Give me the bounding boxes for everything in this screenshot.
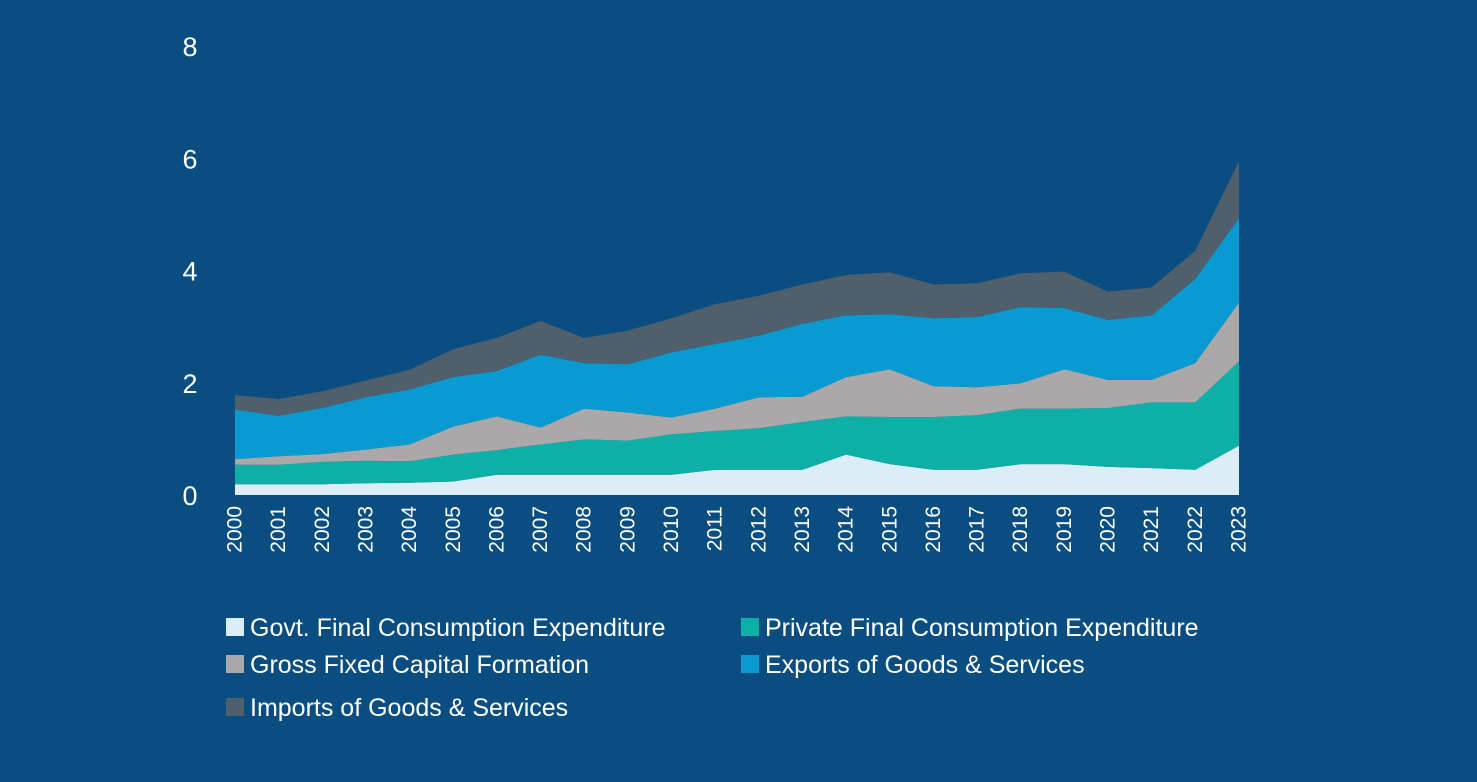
x-tick-label: 2003 [354, 506, 377, 553]
x-tick-label: 2016 [922, 506, 945, 553]
x-tick-label: 2015 [878, 506, 901, 553]
x-tick-label: 2008 [573, 506, 596, 553]
area-govt-final-consumption-expenditure [235, 445, 1239, 495]
x-tick-label: 2020 [1097, 506, 1120, 553]
legend-label: Private Final Consumption Expenditure [765, 614, 1199, 642]
x-tick-label: 2017 [966, 506, 989, 553]
x-tick-label: 2022 [1184, 506, 1207, 553]
x-tick-label: 2010 [660, 506, 683, 553]
x-tick-label: 2019 [1053, 506, 1076, 553]
legend-label: Imports of Goods & Services [250, 694, 568, 722]
x-tick-label: 2018 [1009, 506, 1032, 553]
y-tick-label: 2 [182, 369, 197, 399]
legend: Govt. Final Consumption Expenditure Priva… [226, 614, 1199, 722]
legend-item-imports-of-goods-and-services: Imports of Goods & Services [226, 694, 568, 722]
y-tick-label: 8 [182, 32, 197, 62]
x-tick-label: 2006 [485, 506, 508, 553]
legend-item-gross-fixed-capital-formation: Gross Fixed Capital Formation [226, 651, 589, 679]
legend-label: Govt. Final Consumption Expenditure [250, 614, 666, 642]
x-tick-label: 2023 [1228, 506, 1251, 553]
legend-swatch [226, 618, 244, 636]
area-imports-of-goods-and-services [235, 161, 1239, 416]
legend-label: Gross Fixed Capital Formation [250, 651, 589, 679]
area-layers [235, 161, 1239, 495]
x-tick-label: 2011 [704, 506, 727, 551]
x-tick-label: 2009 [616, 506, 639, 553]
area-exports-of-goods-and-services [235, 218, 1239, 460]
legend-swatch [741, 618, 759, 636]
x-tick-label: 2004 [398, 506, 421, 553]
y-tick-label: 6 [182, 144, 197, 174]
x-tick-label: 2000 [224, 506, 247, 553]
x-tick-label: 2001 [267, 506, 290, 553]
y-tick-label: 0 [182, 481, 197, 511]
x-tick-label: 2002 [311, 506, 334, 553]
x-tick-label: 2007 [529, 506, 552, 553]
x-tick-label: 2021 [1140, 506, 1163, 553]
legend-label: Exports of Goods & Services [765, 651, 1085, 679]
legend-swatch [741, 655, 759, 673]
x-tick-label: 2005 [442, 506, 465, 553]
legend-swatch [226, 655, 244, 673]
x-axis: 2000 2001 2002 2003 2004 2005 2006 2007 2008 2009… [224, 506, 1251, 553]
x-tick-label: 2013 [791, 506, 814, 553]
legend-item-govt-final-consumption-expenditure: Govt. Final Consumption Expenditure [226, 614, 666, 642]
y-axis: 0 2 4 6 8 [182, 32, 197, 511]
x-tick-label: 2014 [835, 506, 858, 553]
area-private-final-consumption-expenditure [235, 361, 1239, 485]
x-tick-label: 2012 [747, 506, 770, 553]
legend-item-exports-of-goods-and-services: Exports of Goods & Services [741, 651, 1085, 679]
area-gross-fixed-capital-formation [235, 302, 1239, 465]
legend-item-private-final-consumption-expenditure: Private Final Consumption Expenditure [741, 614, 1199, 642]
y-tick-label: 4 [182, 257, 197, 287]
legend-swatch [226, 698, 244, 716]
